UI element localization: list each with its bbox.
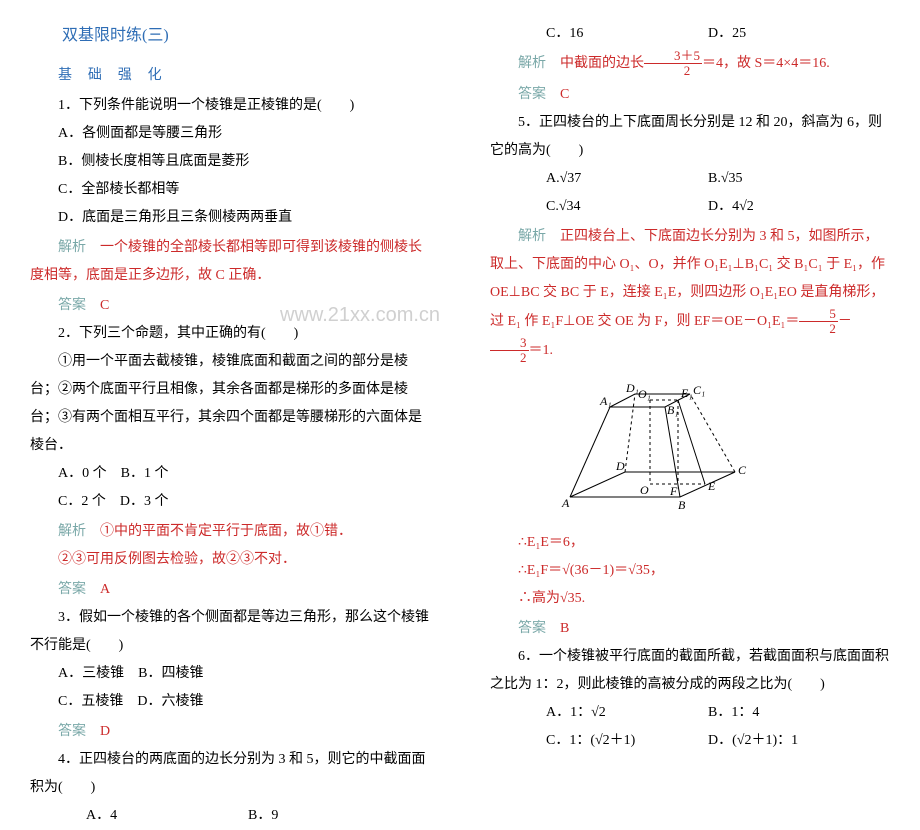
q2-B: B．1 个 <box>121 466 169 481</box>
lbl-B1: B₁ <box>667 403 679 417</box>
lbl-O1: O₁ <box>638 387 651 401</box>
ans-label: 答案 <box>58 722 86 738</box>
lbl-F: F <box>669 484 678 498</box>
q5-answer: 答案 B <box>490 613 890 643</box>
q4-frac: 3＋52 <box>644 49 702 79</box>
q2-D: D．3 个 <box>120 494 169 509</box>
frac-num: 3＋5 <box>644 49 702 64</box>
expl-label: 解析 <box>58 522 86 538</box>
frac-den: 2 <box>644 64 702 78</box>
lbl-D1: D₁ <box>625 381 639 395</box>
q5-CD: C.√34D．4√2 <box>490 193 890 221</box>
q3-CD: C．五棱锥 D．六棱锥 <box>30 688 430 716</box>
ans-label: 答案 <box>58 296 86 312</box>
q6-D: D．(√2＋1)：1 <box>708 733 798 748</box>
q3-A: A．三棱锥 <box>58 666 124 681</box>
section-head: 基 础 强 化 <box>30 60 430 88</box>
q4-answer: 答案 C <box>490 79 890 109</box>
q2-A: A．0 个 <box>58 466 107 481</box>
ans-label: 答案 <box>518 619 546 635</box>
q2-stem: 2．下列三个命题，其中正确的有( ) <box>30 320 430 348</box>
q4-D: D．25 <box>708 26 746 41</box>
page-title: 双基限时练(三) <box>30 20 430 52</box>
lbl-A: A <box>561 496 570 510</box>
q5-B: B.√35 <box>708 171 743 186</box>
q2-answer: 答案 A <box>30 574 430 604</box>
lbl-B: B <box>678 498 686 512</box>
q1-ans: C <box>100 298 109 313</box>
q5-ans: B <box>560 621 569 636</box>
q1-explain: 解析 一个棱锥的全部棱长都相等即可得到该棱锥的侧棱长度相等，底面是正多边形，故 … <box>30 232 430 290</box>
q2-C: C．2 个 <box>58 494 106 509</box>
q2-body: ①用一个平面去截棱锥，棱锥底面和截面之间的部分是棱台；②两个底面平行且相像，其余… <box>30 348 430 460</box>
q1-answer: 答案 C <box>30 290 430 320</box>
q6-B: B．1：4 <box>708 705 759 720</box>
q6-A: A．1：√2 <box>518 699 708 727</box>
q5-mid: － <box>838 314 852 329</box>
lbl-C1: C₁ <box>693 383 705 397</box>
q2-CD: C．2 个 D．3 个 <box>30 488 430 516</box>
q5-tail: ＝1. <box>529 343 554 358</box>
q4-A: A．4 <box>58 802 248 830</box>
lbl-E1: E₁ <box>680 386 693 400</box>
lbl-E: E <box>707 479 716 493</box>
q1-D: D．底面是三角形且三条侧棱两两垂直 <box>30 204 430 232</box>
q5-D: D．4√2 <box>708 199 754 214</box>
q5-after2: ∴E₁F＝√(36－1)＝√35， <box>490 557 890 585</box>
q1-stem: 1．下列条件能说明一个棱锥是正棱锥的是( ) <box>30 92 430 120</box>
q4-B: B．9 <box>248 808 278 823</box>
right-column: C．16D．25 解析 中截面的边长3＋52＝4，故 S＝4×4＝16. 答案 … <box>460 0 920 651</box>
q1-expl-text: 一个棱锥的全部棱长都相等即可得到该棱锥的侧棱长度相等，底面是正多边形，故 C 正… <box>30 240 422 283</box>
q6-AB: A．1：√2B．1：4 <box>490 699 890 727</box>
q4-C: C．16 <box>518 20 708 48</box>
q5-after3: ∴高为√35. <box>490 585 890 613</box>
q5-f2: 32 <box>490 336 529 366</box>
q5-stem: 5．正四棱台的上下底面周长分别是 12 和 20，斜高为 6，则它的高为( ) <box>490 109 890 165</box>
q4-AB: A．4B．9 <box>30 802 430 830</box>
q4-expl-pre: 中截面的边长 <box>546 56 644 71</box>
expl-label: 解析 <box>518 227 546 243</box>
q4-CD: C．16D．25 <box>490 20 890 48</box>
q1-C: C．全部棱长都相等 <box>30 176 430 204</box>
lbl-C: C <box>738 463 747 477</box>
q4-expl-post: ＝4，故 S＝4×4＝16. <box>702 56 830 71</box>
q2-explain1: 解析 ①中的平面不肯定平行于底面，故①错． <box>30 516 430 546</box>
q3-answer: 答案 D <box>30 716 430 746</box>
q4-stem: 4．正四棱台的两底面的边长分别为 3 和 5，则它的中截面面积为( ) <box>30 746 430 802</box>
ans-label: 答案 <box>518 85 546 101</box>
q5-C: C.√34 <box>518 193 708 221</box>
q5-explain: 解析 正四棱台上、下底面边长分别为 3 和 5，如图所示，取上、下底面的中心 O… <box>490 221 890 366</box>
q4-explain: 解析 中截面的边长3＋52＝4，故 S＝4×4＝16. <box>490 48 890 79</box>
lbl-A1: A₁ <box>599 394 612 408</box>
lbl-D: D <box>615 459 625 473</box>
q3-D: D．六棱锥 <box>137 694 203 709</box>
q6-CD: C．1：(√2＋1)D．(√2＋1)：1 <box>490 727 890 755</box>
frustum-diagram: A B C D A₁ B₁ C₁ D₁ O O₁ E E₁ F <box>550 372 760 512</box>
q5-AB: A.√37B.√35 <box>490 165 890 193</box>
expl-label: 解析 <box>518 54 546 70</box>
q3-stem: 3．假如一个棱锥的各个侧面都是等边三角形，那么这个棱锥不行能是( ) <box>30 604 430 660</box>
q6-stem: 6．一个棱锥被平行底面的截面所截，若截面面积与底面面积之比为 1：2，则此棱锥的… <box>490 643 890 699</box>
q2-ans: A <box>100 582 110 597</box>
q5-A: A.√37 <box>518 165 708 193</box>
expl-label: 解析 <box>58 238 86 254</box>
q1-A: A．各侧面都是等腰三角形 <box>30 120 430 148</box>
q4-ans: C <box>560 87 569 102</box>
q5-f1: 52 <box>799 307 838 337</box>
q2-expl1: ①中的平面不肯定平行于底面，故①错． <box>86 524 352 539</box>
q3-AB: A．三棱锥 B．四棱锥 <box>30 660 430 688</box>
ans-label: 答案 <box>58 580 86 596</box>
q5-after1: ∴E₁E＝6， <box>490 529 890 557</box>
q3-ans: D <box>100 724 110 739</box>
lbl-O: O <box>640 483 649 497</box>
q6-C: C．1：(√2＋1) <box>518 727 708 755</box>
q2-expl2: ②③可用反例图去检验，故②③不对． <box>30 546 430 574</box>
q1-B: B．侧棱长度相等且底面是菱形 <box>30 148 430 176</box>
q3-C: C．五棱锥 <box>58 694 123 709</box>
q3-B: B．四棱锥 <box>138 666 203 681</box>
left-column: 双基限时练(三) 基 础 强 化 1．下列条件能说明一个棱锥是正棱锥的是( ) … <box>0 0 460 651</box>
q2-AB: A．0 个 B．1 个 <box>30 460 430 488</box>
